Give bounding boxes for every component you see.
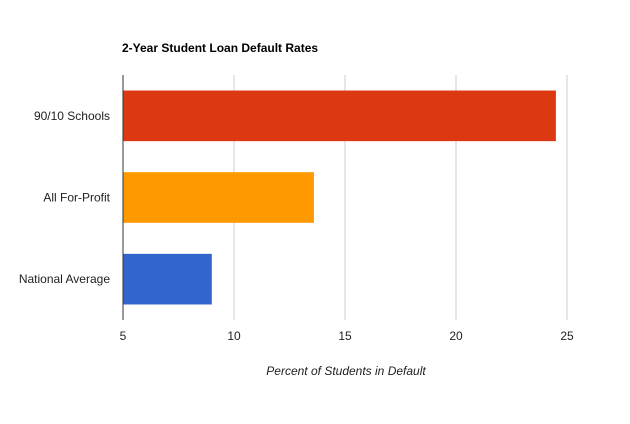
category-label: 90/10 Schools bbox=[34, 109, 110, 123]
x-tick-label: 20 bbox=[449, 329, 463, 343]
chart-title: 2-Year Student Loan Default Rates bbox=[122, 41, 318, 55]
bars bbox=[123, 90, 556, 305]
x-axis-title: Percent of Students in Default bbox=[266, 364, 426, 378]
tick-labels: 5 10 15 20 25 bbox=[120, 329, 574, 343]
bar-90-10-schools bbox=[123, 90, 556, 142]
x-tick-label: 25 bbox=[560, 329, 574, 343]
category-label: All For-Profit bbox=[43, 191, 110, 205]
category-labels: 90/10 Schools All For-Profit National Aver… bbox=[19, 109, 111, 286]
x-tick-label: 5 bbox=[120, 329, 127, 343]
bar-national-average bbox=[123, 253, 212, 305]
category-label: National Average bbox=[19, 272, 111, 286]
bar-all-for-profit bbox=[123, 172, 314, 223]
x-tick-label: 10 bbox=[227, 329, 241, 343]
x-tick-label: 15 bbox=[338, 329, 352, 343]
